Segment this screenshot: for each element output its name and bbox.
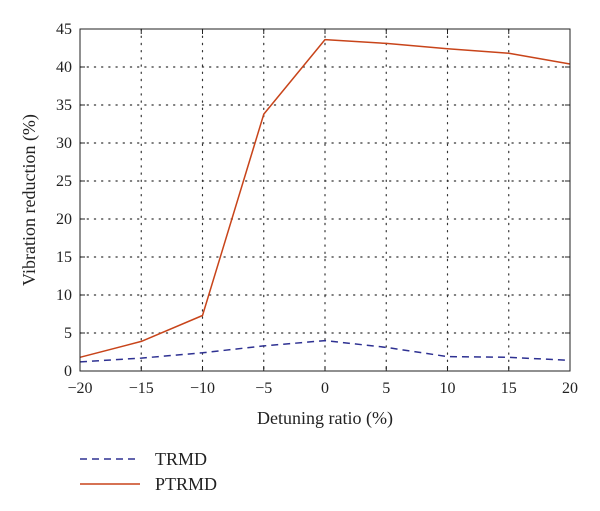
x-tick-label: 15 [501,380,517,397]
series-trmd-line [79,339,571,363]
x-tick-label: −10 [190,380,215,397]
tick-labels: −20 −15 −10 −5 0 5 10 15 20 0 5 10 15 20 25 30 35 40 45 [56,21,578,397]
legend-label-ptrmd: PTRMD [155,474,217,494]
x-tick-label: 10 [440,380,456,397]
series-ptrmd-line [79,38,571,359]
y-tick-label: 30 [56,135,72,152]
y-tick-label: 0 [64,363,72,380]
x-axis-label: Detuning ratio (%) [257,408,393,429]
series-layer [79,38,571,363]
y-tick-label: 15 [56,249,72,266]
grid-lines [79,28,571,372]
x-tick-label: −15 [129,380,154,397]
axis-ticks [79,28,571,372]
x-tick-label: 20 [562,380,578,397]
y-tick-label: 40 [56,59,72,76]
y-tick-label: 35 [56,97,72,114]
y-tick-label: 10 [56,287,72,304]
x-tick-label: 5 [382,380,390,397]
y-axis-label: Vibration reduction (%) [19,114,40,286]
x-tick-label: −5 [255,380,272,397]
y-tick-label: 5 [64,325,72,342]
legend-label-trmd: TRMD [155,449,207,469]
y-tick-label: 25 [56,173,72,190]
y-tick-label: 20 [56,211,72,228]
x-tick-label: 0 [321,380,329,397]
y-tick-label: 45 [56,21,72,38]
x-tick-label: −20 [67,380,92,397]
legend: TRMD PTRMD [80,449,217,494]
